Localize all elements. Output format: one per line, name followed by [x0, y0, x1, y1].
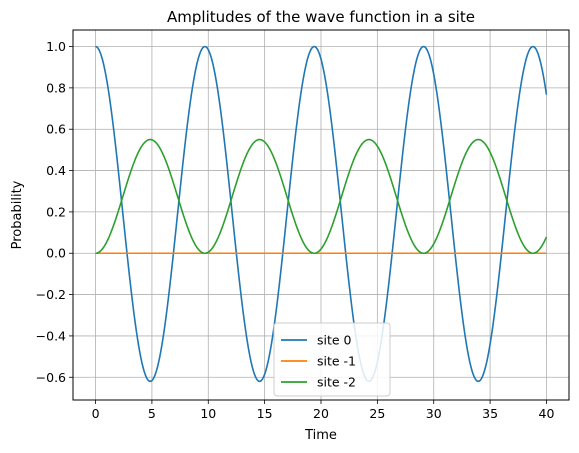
y-axis-title: Probability [10, 180, 25, 249]
y-tick-label: −0.2 [36, 287, 66, 302]
x-tick-label: 5 [148, 406, 156, 421]
y-tick-label: 1.0 [46, 39, 66, 54]
x-tick-label: 10 [200, 406, 216, 421]
y-tick-label: −0.4 [36, 328, 66, 343]
x-tick-label: 35 [482, 406, 498, 421]
y-axis-ticks: −0.6 −0.4 −0.2 0.0 0.2 0.4 0.6 0.8 1.0 [36, 39, 73, 385]
legend: site 0 site -1 site -2 [273, 322, 391, 397]
legend-label: site -1 [317, 354, 356, 369]
x-tick-label: 0 [92, 406, 100, 421]
y-tick-label: −0.6 [36, 370, 66, 385]
x-tick-label: 15 [257, 406, 273, 421]
legend-label: site 0 [317, 333, 352, 348]
legend-box [273, 322, 391, 397]
x-axis-ticks: 0 5 10 15 20 25 30 35 40 [92, 400, 555, 421]
y-tick-label: 0.6 [46, 122, 66, 137]
x-tick-label: 40 [539, 406, 555, 421]
chart-title: Amplitudes of the wave function in a sit… [167, 8, 475, 26]
x-axis-title: Time [304, 428, 337, 443]
y-tick-label: 0.4 [46, 163, 66, 178]
legend-label: site -2 [317, 375, 356, 390]
y-tick-label: 0.8 [46, 80, 66, 95]
x-tick-label: 20 [313, 406, 329, 421]
series-line-0 [95, 45, 548, 383]
y-tick-label: 0.0 [46, 246, 66, 261]
series-lines [95, 45, 548, 383]
x-tick-label: 25 [369, 406, 385, 421]
x-tick-label: 30 [426, 406, 442, 421]
y-tick-label: 0.2 [46, 204, 66, 219]
series-line-2 [95, 138, 548, 255]
